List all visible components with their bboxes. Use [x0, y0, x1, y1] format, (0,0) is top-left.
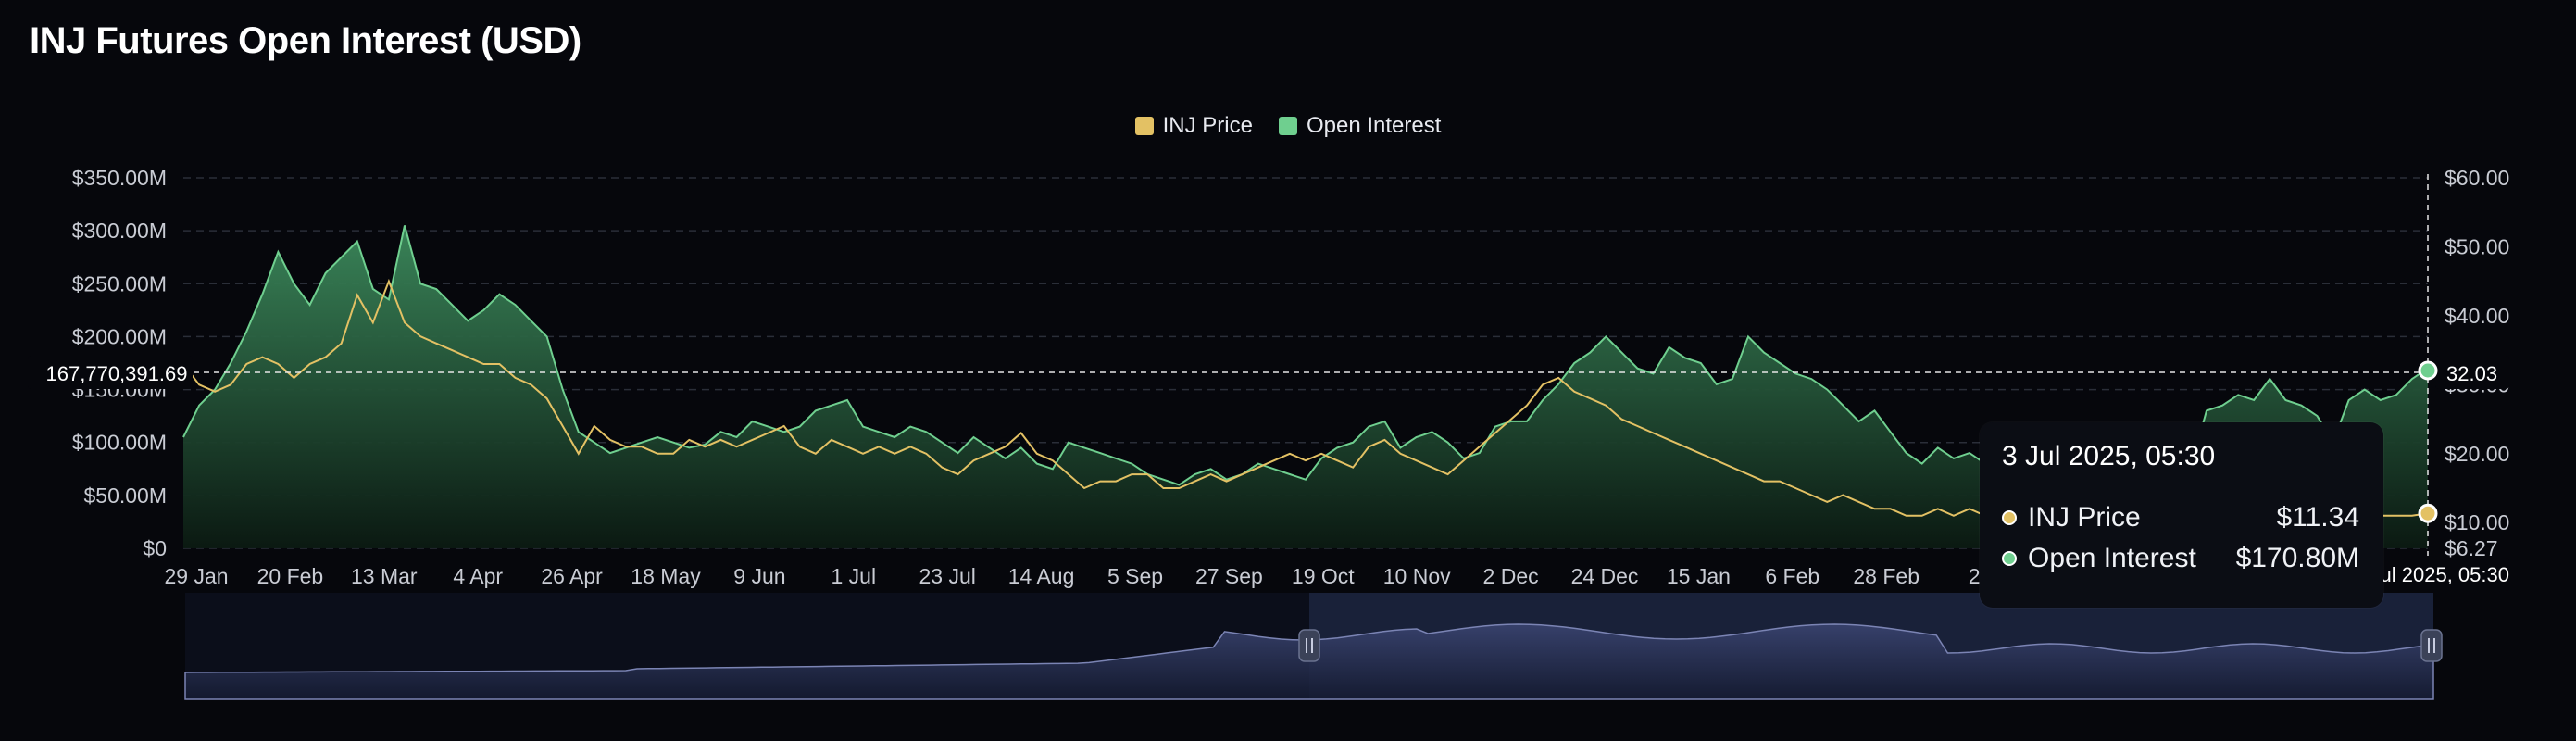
- crosshair-point-price: [2418, 503, 2438, 523]
- x-tick-label: 13 Mar: [351, 564, 418, 588]
- navigator-handle-right[interactable]: [2420, 629, 2443, 662]
- x-tick-label: 5 Sep: [1107, 564, 1163, 588]
- tooltip-label-open-interest: Open Interest: [2028, 543, 2196, 573]
- x-tick-label: 2 Dec: [1483, 564, 1539, 588]
- x-tick-label: 23 Jul: [919, 564, 976, 588]
- x-tick-label: 18 May: [631, 564, 701, 588]
- legend-swatch-open-interest: [1278, 117, 1297, 135]
- legend-swatch-price: [1134, 117, 1154, 135]
- y-right-tick-label: $50.00: [2445, 234, 2509, 258]
- tooltip-date: 3 Jul 2025, 05:30: [2002, 441, 2216, 471]
- tooltip-value-open-interest: $170.80M: [2235, 543, 2359, 573]
- tooltip: 3 Jul 2025, 05:30 INJ Price $11.34 Open …: [1980, 422, 2383, 608]
- x-axis: 29 Jan 20 Feb 13 Mar 4 Apr 26 Apr 18 May 9 Jun…: [164, 564, 1992, 588]
- x-tick-label: 20 Feb: [257, 564, 324, 588]
- y-left-tick-label: $0: [143, 536, 167, 560]
- crosshair: 167,770,391.69 32.03 3 Jul 2025, 05:30: [28, 174, 2509, 591]
- y-right-tick-label: $40.00: [2445, 304, 2509, 328]
- x-tick-label: 29 Jan: [164, 564, 228, 588]
- x-tick-label: 15 Jan: [1667, 564, 1731, 588]
- tooltip-label-price: INJ Price: [2028, 502, 2141, 533]
- chart-legend: INJ Price Open Interest: [0, 113, 2576, 139]
- open-interest-area: [183, 225, 2428, 548]
- tooltip-dot-price: [2002, 510, 2017, 525]
- y-right-tick-label: $10.00: [2445, 510, 2509, 534]
- y-axis-left: $350.00M$300.00M$250.00M$200.00M$150.00M…: [72, 166, 167, 560]
- x-tick-label: 1 Jul: [832, 564, 877, 588]
- y-left-tick-label: $250.00M: [72, 271, 167, 295]
- x-tick-label: 19 Oct: [1292, 564, 1355, 588]
- legend-label-open-interest: Open Interest: [1306, 113, 1442, 138]
- y-left-tick-label: $200.00M: [72, 324, 167, 348]
- tooltip-dot-open-interest: [2002, 551, 2017, 566]
- navigator-handle-left[interactable]: [1298, 629, 1320, 662]
- legend-item-open-interest[interactable]: Open Interest: [1278, 113, 1442, 139]
- crosshair-bottom-label-bg: [2370, 558, 2509, 591]
- crosshair-right-label: 32.03: [2446, 362, 2497, 385]
- x-tick-label: 9 Jun: [733, 564, 785, 588]
- x-tick-label: 4 Apr: [453, 564, 503, 588]
- y-right-tick-label: $60.00: [2445, 166, 2509, 190]
- x-tick-label: 6 Feb: [1765, 564, 1819, 588]
- x-tick-label: 27 Sep: [1195, 564, 1263, 588]
- x-tick-label: 26 Apr: [541, 564, 603, 588]
- legend-item-price[interactable]: INJ Price: [1134, 113, 1253, 139]
- x-tick-label: 24 Dec: [1571, 564, 1639, 588]
- crosshair-left-label: 167,770,391.69: [46, 362, 188, 385]
- x-tick-label: 14 Aug: [1008, 564, 1075, 588]
- crosshair-point-open-interest: [2418, 360, 2438, 381]
- crosshair-left-label-bg: [28, 356, 193, 389]
- tooltip-row-price: INJ Price $11.34: [2002, 502, 2359, 534]
- crosshair-right-label-bg: [2435, 356, 2509, 389]
- range-navigator[interactable]: [184, 593, 2443, 700]
- y-left-tick-label: $100.00M: [72, 431, 167, 455]
- y-right-tick-label: $20.00: [2445, 442, 2509, 466]
- page-title: INJ Futures Open Interest (USD): [30, 20, 581, 61]
- y-axis-right: $60.00$50.00$40.00$30.00$20.00$10.00$6.2…: [2445, 166, 2509, 560]
- tooltip-value-price: $11.34: [2276, 502, 2359, 533]
- legend-label-price: INJ Price: [1162, 113, 1253, 138]
- y-left-tick-label: $300.00M: [72, 219, 167, 243]
- y-right-tick-label: $6.27: [2445, 536, 2498, 560]
- x-tick-label: 28 Feb: [1853, 564, 1919, 588]
- x-tick-label: 10 Nov: [1383, 564, 1451, 588]
- y-left-tick-label: $350.00M: [72, 166, 167, 190]
- y-left-tick-label: $50.00M: [83, 484, 167, 508]
- tooltip-row-open-interest: Open Interest $170.80M: [2002, 543, 2359, 574]
